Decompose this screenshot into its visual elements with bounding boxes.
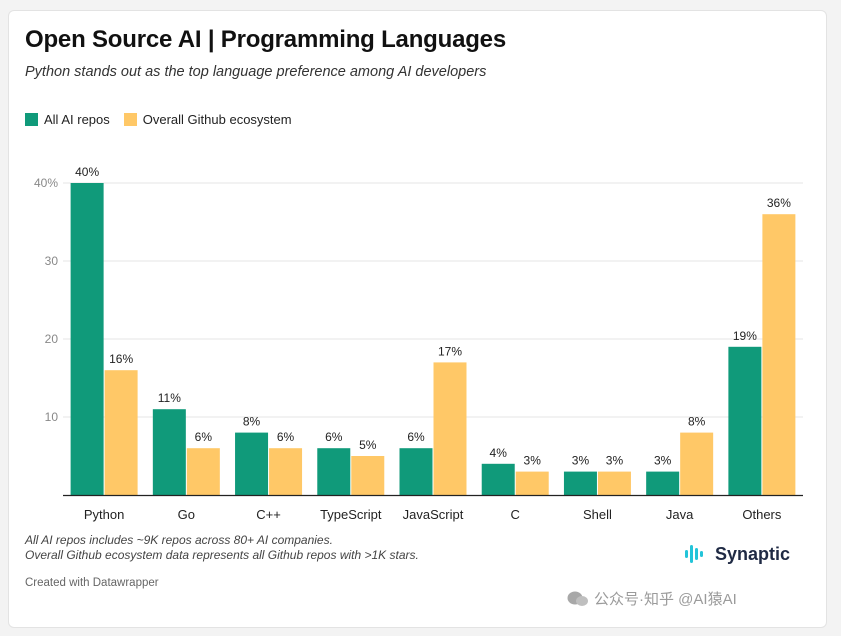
footnote-line-1: All AI repos includes ~9K repos across 8… bbox=[25, 533, 333, 547]
legend-item-ai-repos: All AI repos bbox=[25, 112, 110, 127]
x-tick-label: C bbox=[511, 507, 520, 522]
footnote-line-2: Overall Github ecosystem data represents… bbox=[25, 548, 419, 562]
data-label: 6% bbox=[277, 430, 295, 444]
data-label: 17% bbox=[438, 344, 462, 358]
legend-item-github: Overall Github ecosystem bbox=[123, 112, 292, 127]
synaptic-logo: Synaptic bbox=[683, 541, 790, 567]
chart-subtitle: Python stands out as the top language pr… bbox=[25, 64, 487, 80]
footnotes: All AI repos includes ~9K repos across 8… bbox=[25, 533, 419, 563]
data-label: 40% bbox=[75, 165, 99, 179]
y-tick-label: 10 bbox=[45, 410, 59, 424]
y-tick-label: 20 bbox=[45, 332, 59, 346]
watermark: 公众号·知乎 @AI猿AI bbox=[567, 588, 737, 609]
bar-github-typescript bbox=[351, 456, 385, 495]
credit-text: Created with Datawrapper bbox=[25, 577, 159, 589]
bar-github-shell bbox=[597, 471, 631, 495]
watermark-text: 公众号·知乎 @AI猿AI bbox=[594, 591, 737, 608]
x-tick-label: TypeScript bbox=[320, 507, 382, 522]
bar-github-javascript bbox=[433, 362, 467, 495]
bar-github-others bbox=[762, 214, 796, 495]
bar-ai-repos-c bbox=[481, 463, 515, 495]
data-label: 5% bbox=[359, 438, 377, 452]
data-label: 16% bbox=[109, 352, 133, 366]
bar-github-java bbox=[680, 432, 714, 495]
data-label: 8% bbox=[688, 415, 706, 429]
data-label: 36% bbox=[767, 196, 791, 210]
data-label: 6% bbox=[407, 430, 425, 444]
y-tick-label: 30 bbox=[45, 254, 59, 268]
chart-card bbox=[8, 10, 827, 628]
legend-label-ai-repos: All AI repos bbox=[44, 112, 110, 127]
data-label: 4% bbox=[490, 446, 508, 460]
bar-ai-repos-go bbox=[152, 409, 186, 495]
x-tick-label: JavaScript bbox=[403, 507, 464, 522]
data-label: 8% bbox=[243, 415, 261, 429]
bar-github-c bbox=[269, 448, 303, 495]
data-label: 3% bbox=[606, 454, 624, 468]
bar-ai-repos-c bbox=[235, 432, 269, 495]
x-tick-label: Java bbox=[666, 507, 694, 522]
bar-github-python bbox=[104, 370, 138, 495]
data-label: 6% bbox=[325, 430, 343, 444]
legend-swatch-github bbox=[123, 113, 137, 126]
x-tick-label: Shell bbox=[583, 507, 612, 522]
data-label: 3% bbox=[524, 454, 542, 468]
y-tick-label: 40% bbox=[34, 176, 58, 190]
x-tick-label: Python bbox=[84, 507, 124, 522]
bar-github-go bbox=[186, 448, 220, 495]
bar-ai-repos-python bbox=[70, 183, 104, 495]
bar-ai-repos-typescript bbox=[317, 448, 351, 495]
brand-name: Synaptic bbox=[715, 543, 791, 564]
synaptic-logo-icon bbox=[685, 545, 703, 563]
data-label: 3% bbox=[572, 454, 590, 468]
bar-ai-repos-others bbox=[728, 346, 762, 495]
bar-ai-repos-shell bbox=[563, 471, 597, 495]
bar-github-c bbox=[515, 471, 549, 495]
data-label: 19% bbox=[733, 329, 757, 343]
legend: All AI repos Overall Github ecosystem bbox=[25, 112, 306, 127]
data-label: 3% bbox=[654, 454, 672, 468]
bar-ai-repos-javascript bbox=[399, 448, 433, 495]
legend-swatch-ai-repos bbox=[25, 113, 38, 126]
data-label: 11% bbox=[158, 391, 181, 405]
bar-ai-repos-java bbox=[646, 471, 680, 495]
legend-label-github: Overall Github ecosystem bbox=[142, 112, 292, 127]
wechat-icon bbox=[567, 591, 588, 606]
data-label: 6% bbox=[195, 430, 213, 444]
chart-title: Open Source AI | Programming Languages bbox=[25, 26, 506, 53]
x-tick-label: C++ bbox=[256, 507, 281, 522]
x-tick-label: Others bbox=[742, 507, 782, 522]
x-tick-label: Go bbox=[178, 507, 195, 522]
